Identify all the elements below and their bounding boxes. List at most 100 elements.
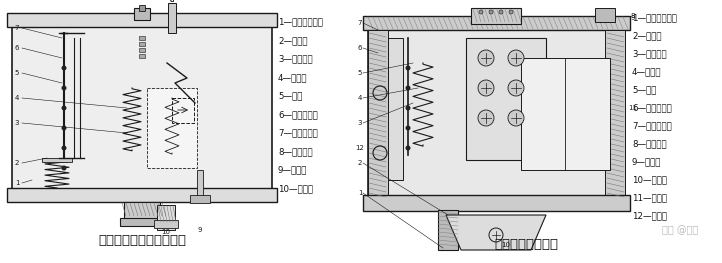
Text: 11—接线柱: 11—接线柱 — [632, 194, 667, 203]
Ellipse shape — [406, 145, 411, 150]
Ellipse shape — [61, 145, 66, 150]
Ellipse shape — [478, 80, 494, 96]
Text: 9: 9 — [631, 15, 635, 21]
Text: 9: 9 — [198, 227, 202, 233]
Ellipse shape — [499, 10, 503, 14]
Text: 8—翻转开关: 8—翻转开关 — [278, 147, 313, 156]
Text: 5: 5 — [15, 70, 19, 76]
Bar — [7, 188, 277, 202]
Ellipse shape — [478, 50, 494, 66]
Text: 压力控制器结构图: 压力控制器结构图 — [495, 239, 559, 251]
Bar — [147, 88, 197, 168]
Ellipse shape — [479, 10, 483, 14]
Text: 9—电触点: 9—电触点 — [278, 165, 308, 174]
Bar — [521, 58, 610, 170]
Bar — [471, 8, 521, 24]
Text: 1—压力信号接口: 1—压力信号接口 — [632, 13, 677, 23]
Ellipse shape — [61, 65, 66, 70]
Text: 1: 1 — [14, 180, 19, 186]
Bar — [197, 170, 203, 200]
Bar — [139, 36, 145, 40]
Bar — [139, 42, 145, 46]
Ellipse shape — [61, 165, 66, 170]
Polygon shape — [446, 215, 546, 250]
Bar — [363, 16, 630, 30]
Bar — [388, 38, 403, 180]
Bar — [595, 8, 615, 22]
Bar — [139, 5, 145, 11]
Text: 8: 8 — [170, 0, 174, 3]
Text: 7: 7 — [357, 20, 362, 26]
Text: 4: 4 — [15, 95, 19, 101]
Text: 6: 6 — [14, 45, 19, 51]
Text: 6—差动设定杆: 6—差动设定杆 — [632, 104, 671, 113]
Bar — [368, 23, 625, 210]
Bar — [120, 218, 164, 226]
Bar — [368, 30, 388, 197]
Text: 压力控制器的典型原理图: 压力控制器的典型原理图 — [98, 234, 186, 246]
Text: 5—杠杆: 5—杠杆 — [632, 85, 656, 94]
Bar — [172, 98, 194, 123]
Text: 2: 2 — [15, 160, 19, 166]
Text: 4: 4 — [358, 95, 362, 101]
Text: 3: 3 — [14, 120, 19, 126]
Bar — [168, 3, 176, 33]
Text: 11: 11 — [628, 105, 638, 111]
Text: 10—电线套: 10—电线套 — [632, 175, 667, 185]
Ellipse shape — [478, 110, 494, 126]
Text: 3—差动弹簧: 3—差动弹簧 — [278, 54, 313, 63]
Text: 12—接地端: 12—接地端 — [632, 211, 667, 220]
Ellipse shape — [508, 80, 524, 96]
Text: 8: 8 — [170, 0, 174, 3]
Bar — [190, 195, 210, 203]
Text: 2—波纹管: 2—波纹管 — [278, 36, 308, 45]
Bar — [157, 205, 175, 230]
Bar — [124, 202, 160, 220]
Ellipse shape — [489, 10, 493, 14]
Ellipse shape — [61, 125, 66, 130]
Ellipse shape — [509, 10, 513, 14]
Text: 1: 1 — [357, 190, 362, 196]
Text: 2—波纹管: 2—波纹管 — [632, 32, 661, 41]
Text: 10—电线套: 10—电线套 — [278, 184, 313, 193]
Bar — [605, 30, 625, 197]
Ellipse shape — [406, 65, 411, 70]
Text: 知乎 @南社: 知乎 @南社 — [662, 225, 698, 235]
Text: 6: 6 — [357, 45, 362, 51]
Text: 2: 2 — [358, 160, 362, 166]
Bar — [363, 195, 630, 211]
Text: 10: 10 — [502, 242, 510, 248]
Ellipse shape — [406, 85, 411, 90]
Bar — [42, 158, 72, 162]
Text: 12: 12 — [355, 145, 365, 151]
Bar — [438, 210, 458, 250]
Text: 1—压力信号接口: 1—压力信号接口 — [278, 18, 323, 27]
Ellipse shape — [406, 125, 411, 130]
Bar — [466, 38, 546, 160]
Bar — [12, 20, 272, 200]
Text: 10: 10 — [162, 229, 170, 235]
Ellipse shape — [508, 50, 524, 66]
Text: 3—差动弹簧: 3—差动弹簧 — [632, 49, 666, 58]
Text: 7—压力设定杆: 7—压力设定杆 — [632, 122, 671, 130]
Bar — [7, 13, 277, 27]
Bar — [134, 8, 150, 20]
Text: 5—杠杆: 5—杠杆 — [278, 92, 303, 100]
Ellipse shape — [61, 85, 66, 90]
Bar — [139, 48, 145, 52]
Text: 8: 8 — [631, 13, 635, 19]
Bar — [154, 220, 178, 228]
Text: 8—翻转开关: 8—翻转开关 — [632, 139, 666, 149]
Text: 6—差动设定杆: 6—差动设定杆 — [278, 110, 318, 119]
Text: 4—主弹簧: 4—主弹簧 — [632, 68, 661, 77]
Ellipse shape — [61, 105, 66, 110]
Text: 5: 5 — [358, 70, 362, 76]
Bar — [139, 54, 145, 58]
Text: 3: 3 — [357, 120, 362, 126]
Text: 7—压力设定杆: 7—压力设定杆 — [278, 129, 318, 138]
Text: 7: 7 — [14, 25, 19, 31]
Text: 9—电触点: 9—电触点 — [632, 158, 661, 166]
Ellipse shape — [406, 105, 411, 110]
Ellipse shape — [508, 110, 524, 126]
Text: 4—主弹簧: 4—主弹簧 — [278, 73, 308, 82]
